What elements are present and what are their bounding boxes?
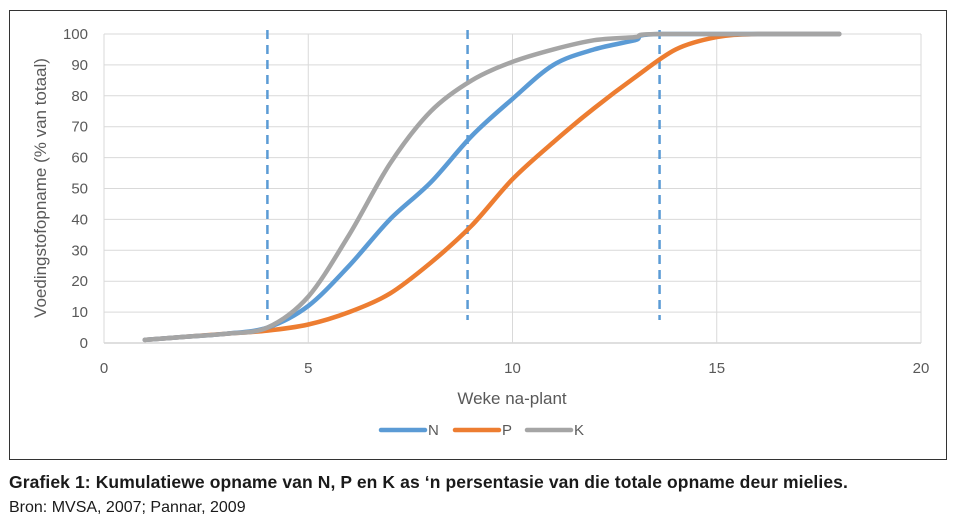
y-tick-labels: 0 10 20 30 40 50 60 70 80 90 100 [63,26,88,352]
y-tick-label: 60 [71,150,88,167]
x-axis-title: Weke na-plant [457,389,567,408]
x-tick-label: 10 [504,360,521,377]
x-tick-label: 0 [100,360,108,377]
series-line-N [142,31,842,343]
y-tick-label: 10 [71,304,88,321]
figure-source: Bron: MVSA, 2007; Pannar, 2009 [9,499,246,516]
legend-label-P: P [502,422,512,439]
x-tick-labels: 0 5 10 15 20 [100,360,930,377]
y-tick-label: 50 [71,181,88,198]
x-tick-label: 5 [304,360,312,377]
y-tick-label: 40 [71,211,88,228]
y-tick-label: 20 [71,273,88,290]
series-line-P [142,31,842,343]
legend-label-N: N [428,422,439,439]
x-tick-label: 20 [913,360,930,377]
y-tick-label: 30 [71,242,88,259]
reference-lines [266,30,661,320]
y-tick-label: 90 [71,57,88,74]
series-line-K [142,31,842,343]
chart-plot: 0 5 10 15 20 0 10 20 30 40 50 60 70 80 90 100 Weke na-… [31,26,930,439]
series-group [142,31,842,343]
legend-label-K: K [574,422,584,439]
y-tick-label: 0 [80,335,88,352]
y-tick-label: 80 [71,88,88,105]
chart-frame [9,10,947,460]
figure-caption: Grafiek 1: Kumulatiewe opname van N, P e… [9,472,848,492]
y-axis-title: Voedingstofopname (% van totaal) [31,58,50,318]
y-tick-label: 70 [71,119,88,136]
y-tick-label: 100 [63,26,88,43]
grid-lines [103,33,922,344]
x-tick-label: 15 [708,360,725,377]
